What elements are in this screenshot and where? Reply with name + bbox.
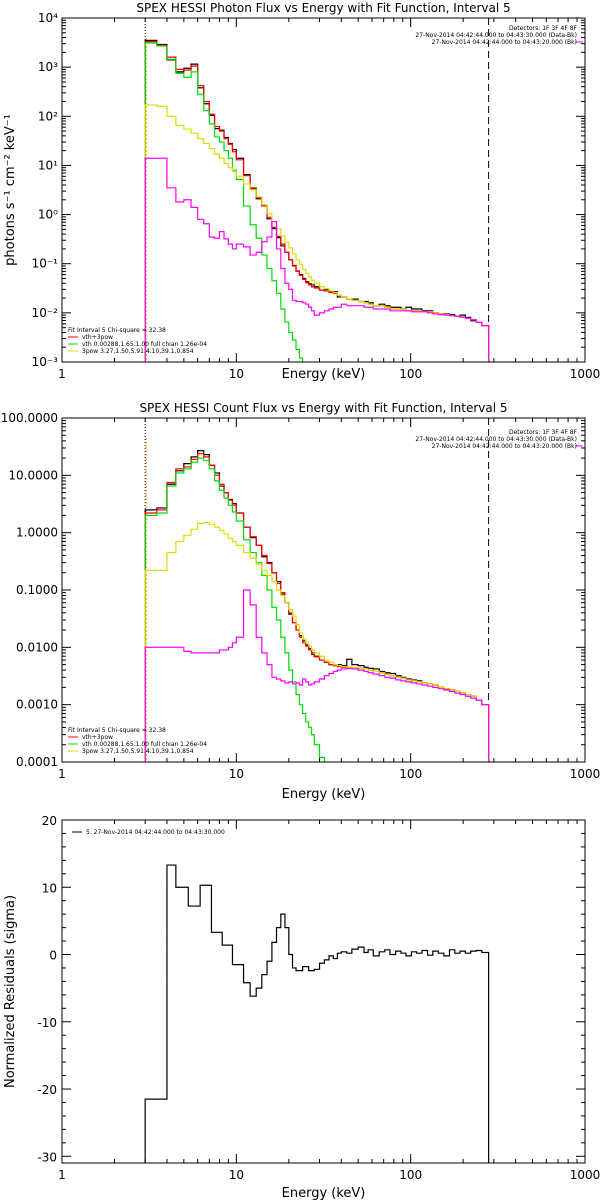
y-tick-label: 0.1000 [16,583,58,597]
y-axis-label: Normalized Residuals (sigma) [3,895,18,1088]
x-tick-label: 1 [58,1168,66,1182]
series-vth-line [144,42,321,362]
y-tick-label: 10¹ [38,158,58,172]
panel-2 [61,417,586,763]
y-tick-label: 10⁻² [32,306,59,320]
x-tick-label: 1000 [570,767,600,781]
x-tick-label: 1000 [570,1168,600,1182]
chart-title: SPEX HESSI Count Flux vs Energy with Fit… [139,401,507,415]
plot-frame [61,17,586,363]
series-3pow-line [144,104,490,362]
series-bkg-line [144,157,490,362]
y-tick-label: 10.0000 [8,468,58,482]
panel-3 [61,819,586,1164]
y-tick-label: 0.0010 [16,698,58,712]
legend-bottom-entry: vth+3pow [82,734,113,741]
legend-bottom-entry: 3pow 3.27,1.50,5.91,4.10,39.1,0.854 [82,348,194,355]
legend-top-entry: 27-Nov-2014 04:42:44.000 to 04:43:30.000… [415,436,577,443]
series-group [144,39,490,362]
legend-top-entry: 27-Nov-2014 04:42:44.000 to 04:43:20.000… [432,443,577,450]
legend-bottom-entry: vth 0.00288,1.65,1.00 full chian 1.26e-0… [82,741,207,748]
series-residual-line [144,864,490,1163]
series-total-line [144,450,490,762]
y-tick-label: 10⁰ [38,208,58,222]
y-tick-label: -30 [37,1150,57,1164]
legend-bottom-entry: Fit Interval 5 Chi-square = 32.38 [68,727,166,734]
y-tick-label: 100.0000 [1,411,58,425]
y-tick-label: 10³ [38,60,58,74]
legend-top-entry: Detectors: 1F 3F 4F 8F [509,429,578,436]
y-tick-label: 10⁻³ [32,355,59,369]
y-tick-label: 20 [42,814,57,828]
y-axis-label: photons s⁻¹ cm⁻² keV⁻¹ [3,114,18,266]
panel-1 [61,17,586,363]
legend-top-entry: 27-Nov-2014 04:42:44.000 to 04:43:30.000… [415,32,577,39]
series-group [144,864,490,1163]
series-group [144,450,490,762]
legend-bottom-entry: vth+3pow [82,334,113,341]
x-axis-label: Energy (keV) [282,367,366,382]
legend-bottom-entry: Fit Interval 5 Chi-square = 32.38 [68,327,166,334]
y-tick-label: 10 [42,881,57,895]
x-tick-label: 1000 [570,367,600,381]
legend-top-entry: 27-Nov-2014 04:42:44.000 to 04:43:20.000… [432,39,577,46]
y-tick-label: -10 [37,1016,57,1030]
x-axis-label: Energy (keV) [282,787,366,802]
plot-frame [61,417,586,763]
series-fit-line [144,452,490,762]
y-tick-label: 1.0000 [16,526,58,540]
x-tick-label: 100 [399,367,422,381]
series-3pow-line [144,521,490,762]
x-tick-label: 100 [399,767,422,781]
series-bkg-line [144,589,490,762]
y-tick-label: 0.0100 [16,640,58,654]
y-tick-label: 10² [38,109,58,123]
y-tick-label: -20 [37,1083,57,1097]
x-tick-label: 100 [399,1168,422,1182]
y-tick-label: 10⁴ [38,11,58,25]
legend-top-entry: Detectors: 1F 3F 4F 8F [509,25,578,32]
legend-bottom-entry: 3pow 3.27,1.50,5.91,4.10,39.1,0.854 [82,748,194,755]
x-tick-label: 1 [58,367,66,381]
y-tick-label: 0 [49,949,57,963]
y-tick-label: 0.0001 [16,755,58,769]
x-tick-label: 10 [229,1168,244,1182]
legend-top-entry: 5. 27-Nov-2014 04:42:44.000 to 04:43:30.… [86,829,225,836]
x-tick-label: 1 [58,767,66,781]
x-tick-label: 10 [229,367,244,381]
chart-title: SPEX HESSI Photon Flux vs Energy with Fi… [136,1,510,15]
x-axis-label: Energy (keV) [282,1186,366,1200]
plot-frame [61,819,586,1164]
x-tick-label: 10 [229,767,244,781]
legend-bottom-entry: vth 0.00288,1.65,1.00 full chian 1.26e-0… [82,341,207,348]
y-tick-label: 10⁻¹ [32,257,59,271]
